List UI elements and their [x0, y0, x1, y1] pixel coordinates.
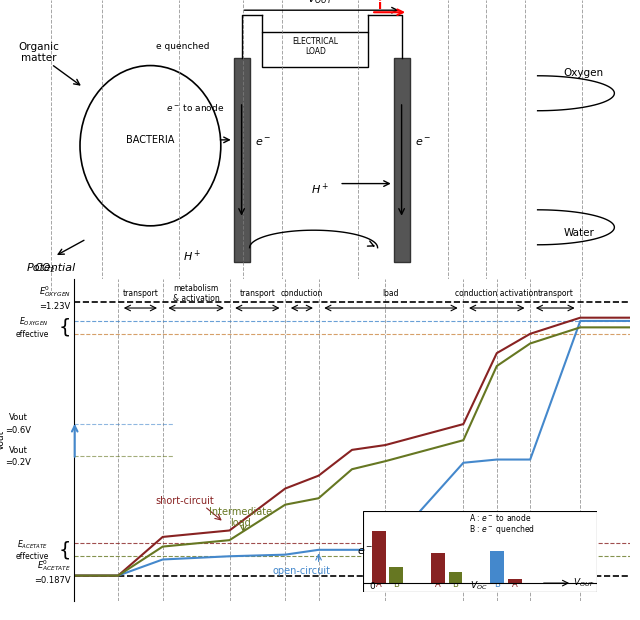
Text: short-circuit: short-circuit [156, 497, 214, 507]
Text: transport: transport [122, 289, 158, 298]
Text: e quenched: e quenched [156, 42, 209, 51]
Text: A: A [435, 580, 441, 588]
Text: Vout: Vout [8, 446, 28, 454]
Text: B: B [393, 580, 399, 588]
Text: Vout: Vout [8, 414, 28, 422]
Text: B: B [494, 580, 500, 588]
Text: Water: Water [563, 228, 594, 238]
Text: 0: 0 [370, 582, 376, 591]
Bar [389, 567, 403, 583]
Text: ELECTRICAL
LOAD: ELECTRICAL LOAD [292, 37, 338, 56]
Text: $e^-$ to anode: $e^-$ to anode [166, 102, 224, 113]
Bar [508, 579, 522, 583]
Text: Intermediate
load: Intermediate load [209, 507, 272, 528]
Text: load: load [383, 289, 399, 298]
Bar [431, 553, 445, 583]
Text: $E_{OXYGEN}$
effective: $E_{OXYGEN}$ effective [15, 316, 49, 339]
Text: {: { [58, 540, 71, 559]
Text: A: A [512, 580, 518, 588]
Bar [394, 58, 410, 262]
Text: =0.6V: =0.6V [5, 426, 31, 435]
Text: Potential: Potential [27, 262, 76, 273]
Text: $V_{OUT}$: $V_{OUT}$ [307, 0, 333, 6]
Text: Vout: Vout [0, 430, 6, 450]
Text: transport: transport [538, 289, 573, 298]
Text: A : $e^-$ to anode: A : $e^-$ to anode [469, 512, 531, 523]
Text: =0.2V: =0.2V [5, 458, 31, 467]
Text: $H^+$: $H^+$ [183, 249, 201, 264]
Text: $CO_2$: $CO_2$ [34, 261, 56, 275]
Text: A: A [376, 580, 381, 588]
Text: $V_{OC}$: $V_{OC}$ [470, 580, 487, 592]
Text: $E_{ACETATE}$
effective: $E_{ACETATE}$ effective [15, 538, 49, 561]
Bar [234, 58, 250, 262]
Text: conduction activation: conduction activation [455, 289, 538, 298]
Text: $E^0_{OXYGEN}$: $E^0_{OXYGEN}$ [39, 284, 71, 299]
Text: transport: transport [239, 289, 275, 298]
Text: conduction: conduction [281, 289, 323, 298]
Text: i: i [378, 0, 381, 12]
Text: BACTERIA: BACTERIA [126, 135, 175, 145]
Text: B: B [452, 580, 458, 588]
Text: =1.23V: =1.23V [40, 302, 71, 311]
Text: $V_{OUT}$: $V_{OUT}$ [573, 577, 595, 590]
Bar [449, 572, 462, 583]
Text: $e^-$: $e^-$ [356, 546, 373, 557]
Text: $E^0_{ACETATE}$: $E^0_{ACETATE}$ [37, 558, 71, 573]
Text: $e^-$: $e^-$ [415, 136, 431, 148]
Text: {: { [58, 318, 71, 337]
Text: B : $e^-$ quenched: B : $e^-$ quenched [469, 523, 535, 536]
Text: Oxygen: Oxygen [563, 68, 604, 78]
Bar [490, 551, 504, 583]
Text: Organic
matter: Organic matter [18, 42, 59, 63]
Text: metabolism
& activation: metabolism & activation [173, 284, 220, 303]
Text: =0.187V: =0.187V [34, 576, 71, 585]
Bar [262, 32, 368, 67]
Text: $H^+$: $H^+$ [311, 182, 329, 197]
Bar [372, 531, 385, 583]
Text: open-circuit: open-circuit [273, 566, 331, 576]
Text: $e^-$: $e^-$ [255, 136, 271, 148]
